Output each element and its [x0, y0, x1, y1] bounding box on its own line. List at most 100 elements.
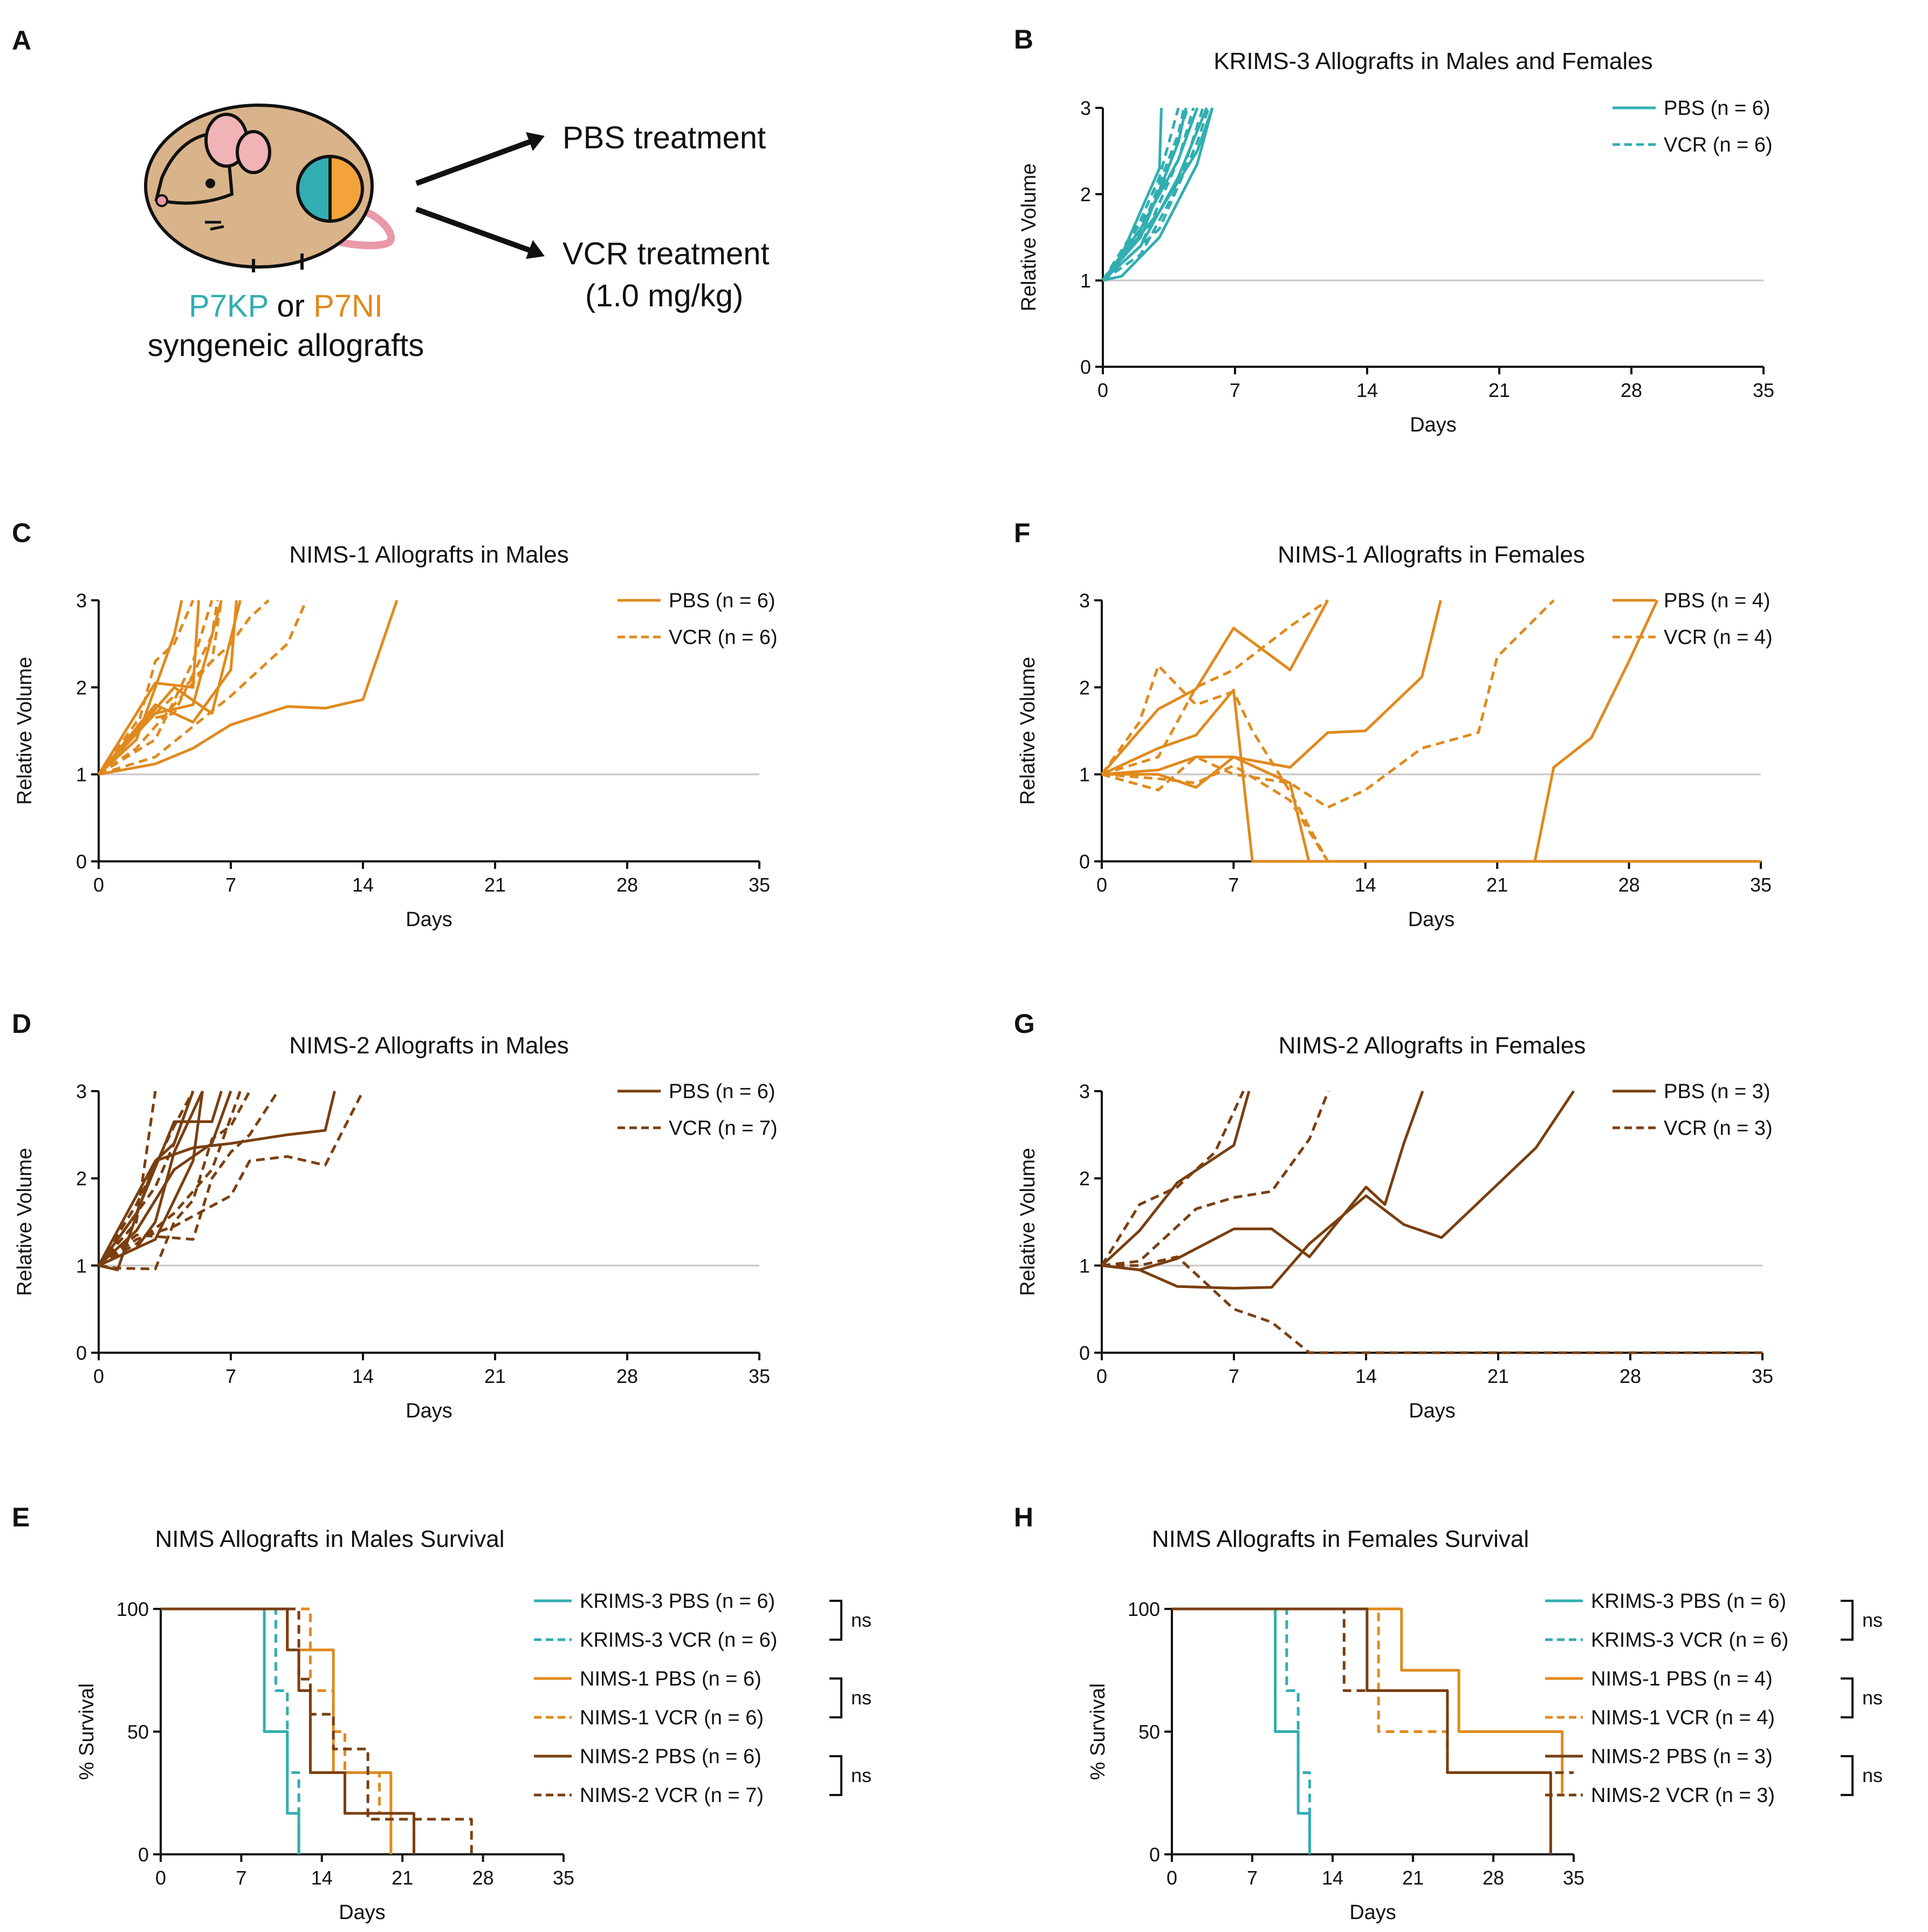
- chart-title: NIMS-2 Allografts in Females: [1279, 1032, 1586, 1059]
- significance-bracket: [829, 1677, 842, 1718]
- x-tick-label: 35: [749, 874, 770, 896]
- y-tick-label: 0: [1080, 356, 1091, 378]
- x-tick-label: 28: [472, 1867, 494, 1889]
- series-line: [98, 1091, 242, 1267]
- y-axis-label: Relative Volume: [1017, 657, 1039, 805]
- y-tick-label: 3: [1079, 1080, 1090, 1102]
- x-tick-label: 35: [1750, 874, 1772, 896]
- panel-a: A PBS treatment VCR treatment (1.0 mg/kg…: [12, 25, 770, 363]
- dose-label: (1.0 mg/kg): [585, 278, 743, 313]
- legend-label: VCR (n = 3): [1664, 1117, 1773, 1140]
- y-tick-label: 100: [116, 1598, 149, 1620]
- significance-label: ns: [851, 1764, 872, 1786]
- series-line: [98, 599, 270, 776]
- significance-label: ns: [851, 1609, 872, 1631]
- y-tick-label: 3: [76, 590, 87, 612]
- series-line: [1172, 1607, 1574, 1774]
- x-tick-label: 7: [236, 1867, 246, 1889]
- series-line: [98, 600, 223, 776]
- panel-letter-g: G: [1014, 1009, 1035, 1039]
- x-tick-label: 28: [1621, 379, 1642, 401]
- significance-bracket: [829, 1755, 842, 1796]
- series-line: [97, 1091, 195, 1266]
- significance-bracket: [1841, 1755, 1854, 1796]
- vcr-treatment-label: VCR treatment: [562, 236, 770, 271]
- significance-label: ns: [1862, 1687, 1883, 1709]
- significance-bracket: [1841, 1677, 1854, 1718]
- chart-title: KRIMS-3 Allografts in Males and Females: [1213, 48, 1652, 74]
- panel-c: C NIMS-1 Allografts in Males 0 7 14 21 28 35 0 1 2…: [12, 518, 778, 931]
- panel-d: D NIMS-2 Allografts in Males 0 7 14 21 28 35 0 1 2…: [12, 1009, 778, 1422]
- legend-label: NIMS-1 VCR (n = 6): [580, 1707, 764, 1729]
- series-line: [1101, 1090, 1575, 1290]
- x-axis-label: Days: [1408, 908, 1455, 931]
- series-line: [161, 1607, 473, 1854]
- legend-label: VCR (n = 6): [669, 626, 778, 649]
- y-axis-label: Relative Volume: [13, 1148, 36, 1296]
- pbs-treatment-label: PBS treatment: [562, 120, 766, 155]
- series-line: [98, 600, 195, 776]
- x-tick-label: 14: [352, 1365, 374, 1387]
- x-axis-label: Days: [339, 1901, 386, 1924]
- x-tick-label: 28: [616, 1365, 638, 1387]
- legend-label: VCR (n = 7): [669, 1117, 778, 1140]
- x-tick-label: 0: [1096, 1365, 1107, 1387]
- x-tick-label: 14: [311, 1867, 333, 1889]
- significance-bracket: [829, 1600, 842, 1641]
- series-line: [1101, 764, 1329, 862]
- y-tick-label: 1: [1080, 270, 1091, 292]
- x-tick-label: 7: [1247, 1867, 1258, 1889]
- y-tick-label: 2: [1079, 1168, 1090, 1190]
- legend-label: NIMS-1 VCR (n = 4): [1591, 1707, 1775, 1729]
- x-tick-label: 21: [484, 1365, 506, 1387]
- x-axis-label: Days: [1410, 414, 1457, 436]
- x-tick-label: 21: [1487, 1365, 1509, 1387]
- y-tick-label: 2: [76, 1168, 87, 1190]
- x-tick-label: 28: [1618, 874, 1640, 896]
- legend-label: PBS (n = 4): [1664, 590, 1770, 612]
- series-line: [97, 600, 200, 775]
- legend-label: KRIMS-3 PBS (n = 6): [1591, 1590, 1786, 1613]
- x-tick-label: 35: [1752, 1365, 1773, 1387]
- x-axis-label: Days: [406, 908, 452, 931]
- series-line: [1102, 1255, 1762, 1354]
- x-tick-label: 28: [1483, 1867, 1504, 1889]
- allograft-caption: syngeneic allografts: [148, 328, 424, 363]
- x-tick-label: 0: [1096, 874, 1107, 896]
- y-tick-label: 100: [1128, 1598, 1160, 1620]
- model-line: P7KP or P7NI: [189, 289, 383, 324]
- y-tick-label: 0: [1149, 1844, 1160, 1866]
- series-line: [98, 600, 399, 776]
- y-tick-label: 0: [76, 1342, 87, 1364]
- legend-label: PBS (n = 6): [1664, 97, 1770, 120]
- y-axis-label: Relative Volume: [1017, 1148, 1039, 1296]
- series-line: [1102, 107, 1185, 282]
- series-line: [1101, 599, 1329, 776]
- x-tick-label: 14: [352, 874, 374, 896]
- y-tick-label: 2: [1080, 183, 1091, 205]
- series-line: [97, 1090, 195, 1266]
- series-line: [1101, 599, 1329, 776]
- y-tick-label: 1: [1079, 1255, 1090, 1277]
- x-tick-label: 7: [225, 874, 236, 896]
- model-or: or: [268, 289, 313, 324]
- series-line: [98, 1091, 232, 1267]
- y-axis-label: % Survival: [76, 1683, 98, 1780]
- x-tick-label: 35: [553, 1867, 574, 1889]
- x-tick-label: 0: [155, 1867, 166, 1889]
- panel-letter-f: F: [1014, 518, 1031, 548]
- arrow-pbs: [415, 139, 532, 186]
- series-line: [1102, 107, 1195, 282]
- chart-title: NIMS Allografts in Males Survival: [155, 1526, 505, 1552]
- series-line: [98, 1090, 279, 1267]
- panel-letter-d: D: [12, 1009, 31, 1039]
- x-tick-label: 7: [1228, 874, 1239, 896]
- y-tick-label: 2: [76, 676, 87, 698]
- series-line: [97, 600, 219, 776]
- legend-label: NIMS-2 PBS (n = 6): [580, 1745, 761, 1768]
- legend-label: NIMS-2 VCR (n = 3): [1591, 1784, 1775, 1807]
- legend-label: PBS (n = 3): [1664, 1080, 1770, 1103]
- panel-e: E NIMS Allografts in Males Survival 0 7 14 21…: [12, 1502, 872, 1924]
